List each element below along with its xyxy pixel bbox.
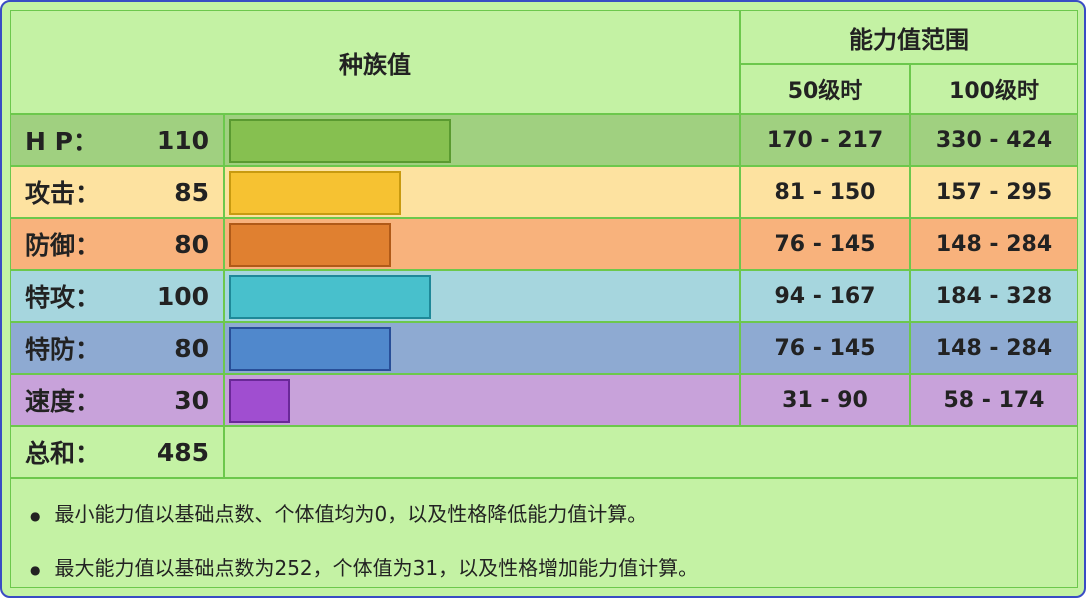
stat-name: 特攻： bbox=[25, 283, 101, 312]
range-50: 76 - 145 bbox=[740, 322, 910, 374]
range-100: 58 - 174 bbox=[910, 374, 1078, 426]
bar-cell bbox=[224, 374, 740, 426]
stat-value: 80 bbox=[174, 229, 209, 259]
range-100: 148 - 284 bbox=[910, 218, 1078, 270]
bar-cell bbox=[224, 218, 740, 270]
range-100: 148 - 284 bbox=[910, 322, 1078, 374]
level100-header: 100级时 bbox=[910, 64, 1078, 114]
stat-name: 防御： bbox=[25, 231, 101, 260]
note: 最小能力值以基础点数、个体值均为0，以及性格降低能力值计算。 bbox=[30, 498, 647, 527]
stat-bar bbox=[229, 327, 391, 371]
range-100: 330 - 424 bbox=[910, 114, 1078, 166]
notes-box bbox=[10, 478, 1078, 588]
range-50: 170 - 217 bbox=[740, 114, 910, 166]
level50-header: 50级时 bbox=[740, 64, 910, 114]
bar-cell bbox=[224, 270, 740, 322]
range-100: 184 - 328 bbox=[910, 270, 1078, 322]
stat-name: 攻击： bbox=[25, 179, 101, 208]
range-50: 76 - 145 bbox=[740, 218, 910, 270]
stat-label-cell: 防御： 80 bbox=[10, 218, 224, 270]
stat-value: 85 bbox=[174, 177, 209, 207]
stat-bar bbox=[229, 379, 290, 423]
stat-range-header: 能力值范围 bbox=[740, 10, 1078, 64]
bar-cell bbox=[224, 166, 740, 218]
range-50: 31 - 90 bbox=[740, 374, 910, 426]
range-50: 81 - 150 bbox=[740, 166, 910, 218]
stat-name: 特防： bbox=[25, 335, 101, 364]
total-empty bbox=[224, 426, 1078, 478]
stat-value: 30 bbox=[174, 385, 209, 415]
note: 最大能力值以基础点数为252，个体值为31，以及性格增加能力值计算。 bbox=[30, 552, 698, 581]
stat-name: H P： bbox=[25, 127, 98, 156]
stat-label-cell: 攻击： 85 bbox=[10, 166, 224, 218]
stat-name: 速度： bbox=[25, 387, 101, 416]
bar-cell bbox=[224, 322, 740, 374]
total-value: 485 bbox=[156, 437, 209, 467]
range-100: 157 - 295 bbox=[910, 166, 1078, 218]
base-stats-header: 种族值 bbox=[10, 10, 740, 114]
stat-label-cell: H P： 110 bbox=[10, 114, 224, 166]
stat-label-cell: 特攻： 100 bbox=[10, 270, 224, 322]
stat-label-cell: 特防： 80 bbox=[10, 322, 224, 374]
total-label-cell: 总和： 485 bbox=[10, 426, 224, 478]
stat-bar bbox=[229, 171, 401, 215]
total-name: 总和： bbox=[25, 439, 101, 468]
stat-label-cell: 速度： 30 bbox=[10, 374, 224, 426]
stat-bar bbox=[229, 275, 431, 319]
range-50: 94 - 167 bbox=[740, 270, 910, 322]
stat-bar bbox=[229, 223, 391, 267]
bar-cell bbox=[224, 114, 740, 166]
stat-value: 110 bbox=[156, 125, 209, 155]
stat-bar bbox=[229, 119, 452, 163]
stat-value: 100 bbox=[156, 281, 209, 311]
stat-value: 80 bbox=[174, 333, 209, 363]
